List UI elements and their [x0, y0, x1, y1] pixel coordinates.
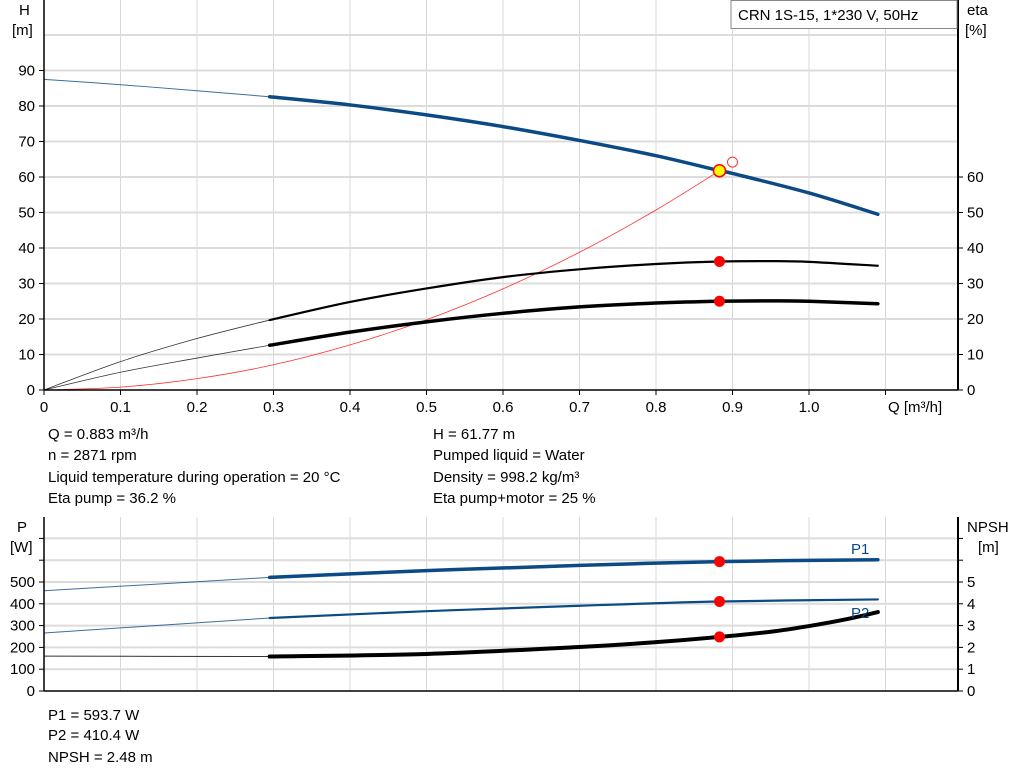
eta-operating-point — [713, 255, 725, 267]
info-p2: P2 = 410.4 W — [48, 727, 140, 744]
p-axis-unit: [W] — [10, 539, 33, 556]
npsh-axis-unit: [m] — [978, 539, 999, 556]
info-eta-pump: Eta pump = 36.2 % — [48, 490, 176, 507]
power-operating-point — [713, 556, 725, 568]
p-tick-label: 300 — [10, 618, 35, 635]
head-curve — [267, 95, 880, 217]
x-tick-label: 0.3 — [263, 399, 284, 416]
info-speed: n = 2871 rpm — [48, 447, 137, 464]
x-tick-label: 1.0 — [799, 399, 820, 416]
p-tick-label: 0 — [27, 683, 35, 700]
top-plot-grid — [44, 0, 958, 390]
h-axis-unit: [m] — [12, 22, 33, 39]
eta-pump-curve — [268, 259, 879, 322]
p1-curve — [267, 558, 880, 580]
npsh-tick-label: 0 — [967, 683, 975, 700]
duty-point — [712, 163, 727, 178]
eta-pump-motor-curve — [267, 299, 880, 348]
x-tick-label: 0.1 — [110, 399, 131, 416]
x-tick-label: 0.9 — [722, 399, 743, 416]
x-tick-label: 0.5 — [416, 399, 437, 416]
npsh-tick-label: 5 — [967, 574, 975, 591]
p-tick-label: 400 — [10, 596, 35, 613]
info-liquid-temp: Liquid temperature during operation = 20… — [48, 469, 341, 486]
p2-series-label: P2 — [851, 605, 869, 622]
eta-tick-label: 10 — [967, 347, 984, 364]
eta-tick-label: 20 — [967, 311, 984, 328]
p-tick-label: 500 — [10, 574, 35, 591]
npsh-tick-label: 3 — [967, 618, 975, 635]
y-tick-label: 50 — [18, 205, 35, 222]
npsh-tick-label: 4 — [967, 596, 975, 613]
bottom-plot-grid — [44, 517, 958, 691]
y-tick-label: 80 — [18, 98, 35, 115]
curves — [43, 78, 880, 659]
npsh-curve — [267, 610, 880, 659]
operating-info-top: Q = 0.883 m³/h n = 2871 rpm Liquid tempe… — [48, 426, 596, 507]
power-operating-point — [713, 631, 725, 643]
npsh-axis-label: NPSH — [967, 519, 1009, 536]
y-tick-label: 0 — [27, 382, 35, 399]
axes: 0 0.1 0.2 0.3 0.4 0.5 0.6 0.7 0.8 0.9 1.0010203040… — [10, 0, 984, 700]
system-curve — [43, 170, 720, 391]
p1-series-label: P1 — [851, 541, 869, 558]
p-tick-label: 100 — [10, 661, 35, 678]
chart-title: CRN 1S-15, 1*230 V, 50Hz — [738, 7, 918, 24]
p1-curve-extrapolated — [43, 576, 270, 592]
p-axis-label: P — [17, 519, 27, 536]
p2-curve — [268, 598, 879, 620]
info-pumped-liquid: Pumped liquid = Water — [433, 447, 585, 464]
requested-point — [727, 156, 738, 168]
eta-pump-motor-curve-extrapolated — [43, 344, 270, 391]
q-axis-label: Q [m³/h] — [888, 399, 942, 416]
x-tick-label: 0 — [40, 399, 48, 416]
y-tick-label: 40 — [18, 240, 35, 257]
title-box-frame — [730, 0, 958, 29]
eta-tick-label: 50 — [967, 205, 984, 222]
p2-curve-extrapolated — [43, 617, 270, 634]
title-box: CRN 1S-15, 1*230 V, 50Hz — [730, 0, 958, 29]
y-tick-label: 90 — [18, 63, 35, 80]
eta-axis-label: eta — [967, 2, 989, 19]
head-curve-extrapolated — [43, 78, 270, 98]
eta-tick-label: 40 — [967, 240, 984, 257]
x-tick-label: 0.6 — [493, 399, 514, 416]
npsh-tick-label: 2 — [967, 639, 975, 656]
operating-info-bottom: P1 = 593.7 W P2 = 410.4 W NPSH = 2.48 m — [48, 707, 153, 766]
eta-pump-curve-extrapolated — [43, 319, 270, 391]
npsh-tick-label: 1 — [967, 661, 975, 678]
y-tick-label: 20 — [18, 311, 35, 328]
h-axis-label: H — [19, 2, 30, 19]
info-density: Density = 998.2 kg/m³ — [433, 469, 579, 486]
y-tick-label: 10 — [18, 347, 35, 364]
info-npsh: NPSH = 2.48 m — [48, 749, 153, 766]
info-eta-pump-motor: Eta pump+motor = 25 % — [433, 490, 596, 507]
p-tick-label: 200 — [10, 639, 35, 656]
info-flow: Q = 0.883 m³/h — [48, 426, 148, 443]
eta-axis-unit: [%] — [965, 22, 987, 39]
y-tick-label: 30 — [18, 276, 35, 293]
y-tick-label: 70 — [18, 134, 35, 151]
eta-tick-label: 60 — [967, 169, 984, 186]
info-head: H = 61.77 m — [433, 426, 515, 443]
eta-tick-label: 0 — [967, 382, 975, 399]
x-tick-label: 0.7 — [569, 399, 590, 416]
x-tick-label: 0.8 — [646, 399, 667, 416]
eta-operating-point — [713, 295, 725, 307]
info-p1: P1 = 593.7 W — [48, 707, 140, 724]
power-operating-point — [713, 596, 725, 608]
eta-tick-label: 30 — [967, 276, 984, 293]
x-tick-label: 0.4 — [340, 399, 361, 416]
x-tick-label: 0.2 — [187, 399, 208, 416]
y-tick-label: 60 — [18, 169, 35, 186]
